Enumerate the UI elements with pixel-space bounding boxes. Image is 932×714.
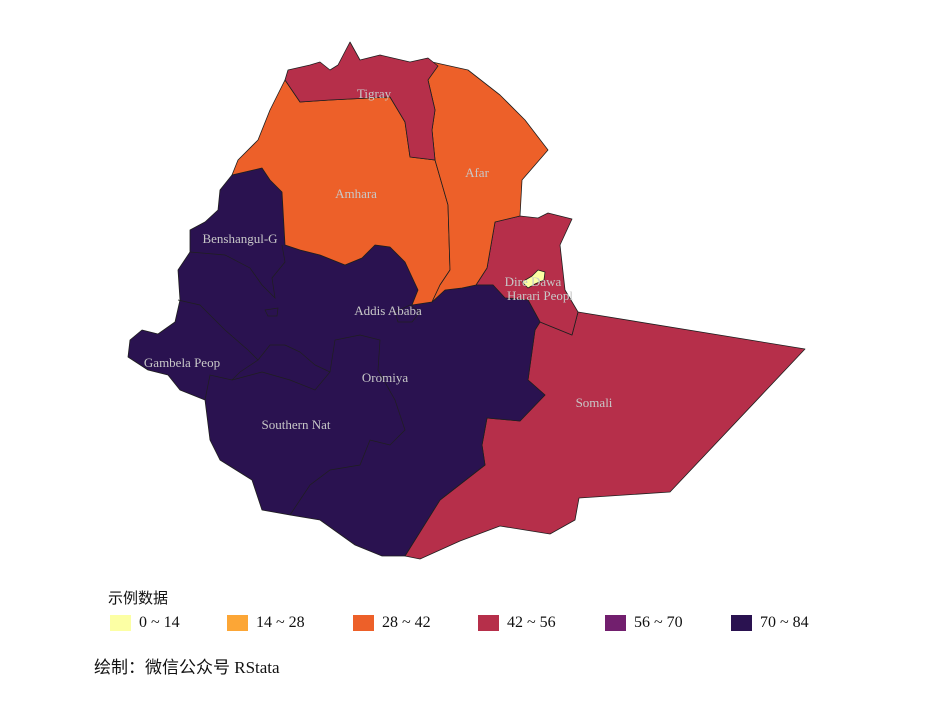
legend-item: 70 ~ 84 bbox=[731, 614, 809, 632]
ethiopia-choropleth-map bbox=[127, 41, 806, 560]
legend-swatch bbox=[353, 615, 374, 631]
legend-swatch bbox=[605, 615, 626, 631]
legend-label: 28 ~ 42 bbox=[382, 614, 431, 631]
region-tigray[interactable] bbox=[284, 41, 439, 161]
legend-item: 14 ~ 28 bbox=[227, 614, 305, 632]
legend-items: 0 ~ 14 14 ~ 28 28 ~ 42 42 ~ 56 56 ~ 70 7… bbox=[108, 614, 868, 636]
boundary-southern bbox=[231, 334, 406, 516]
legend-item: 42 ~ 56 bbox=[478, 614, 556, 632]
legend-swatch bbox=[478, 615, 499, 631]
legend: 示例数据 0 ~ 14 14 ~ 28 28 ~ 42 42 ~ 56 56 ~… bbox=[108, 587, 868, 636]
caption: 绘制：微信公众号 RStata bbox=[94, 658, 280, 677]
legend-label: 56 ~ 70 bbox=[634, 614, 683, 631]
legend-swatch bbox=[110, 615, 131, 631]
legend-swatch bbox=[731, 615, 752, 631]
legend-label: 42 ~ 56 bbox=[507, 614, 556, 631]
boundary-addis-ababa bbox=[394, 304, 421, 323]
legend-item: 0 ~ 14 bbox=[110, 614, 180, 632]
boundary-benshangul bbox=[189, 244, 286, 299]
boundary-southern-west bbox=[257, 344, 331, 373]
legend-swatch bbox=[227, 615, 248, 631]
region-dire-dawa[interactable] bbox=[521, 269, 546, 289]
legend-item: 28 ~ 42 bbox=[353, 614, 431, 632]
legend-label: 70 ~ 84 bbox=[760, 614, 809, 631]
boundary-pocket bbox=[264, 307, 279, 317]
legend-label: 0 ~ 14 bbox=[139, 614, 180, 631]
legend-title: 示例数据 bbox=[108, 591, 169, 607]
legend-item: 56 ~ 70 bbox=[605, 614, 683, 632]
legend-label: 14 ~ 28 bbox=[256, 614, 305, 631]
